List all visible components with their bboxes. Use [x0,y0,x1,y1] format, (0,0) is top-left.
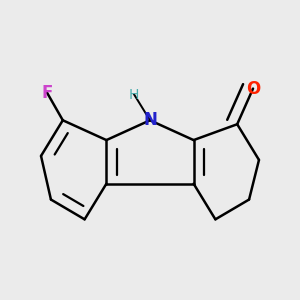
Text: N: N [143,111,157,129]
Text: H: H [129,88,139,101]
Text: O: O [246,80,260,98]
Text: F: F [41,83,53,101]
